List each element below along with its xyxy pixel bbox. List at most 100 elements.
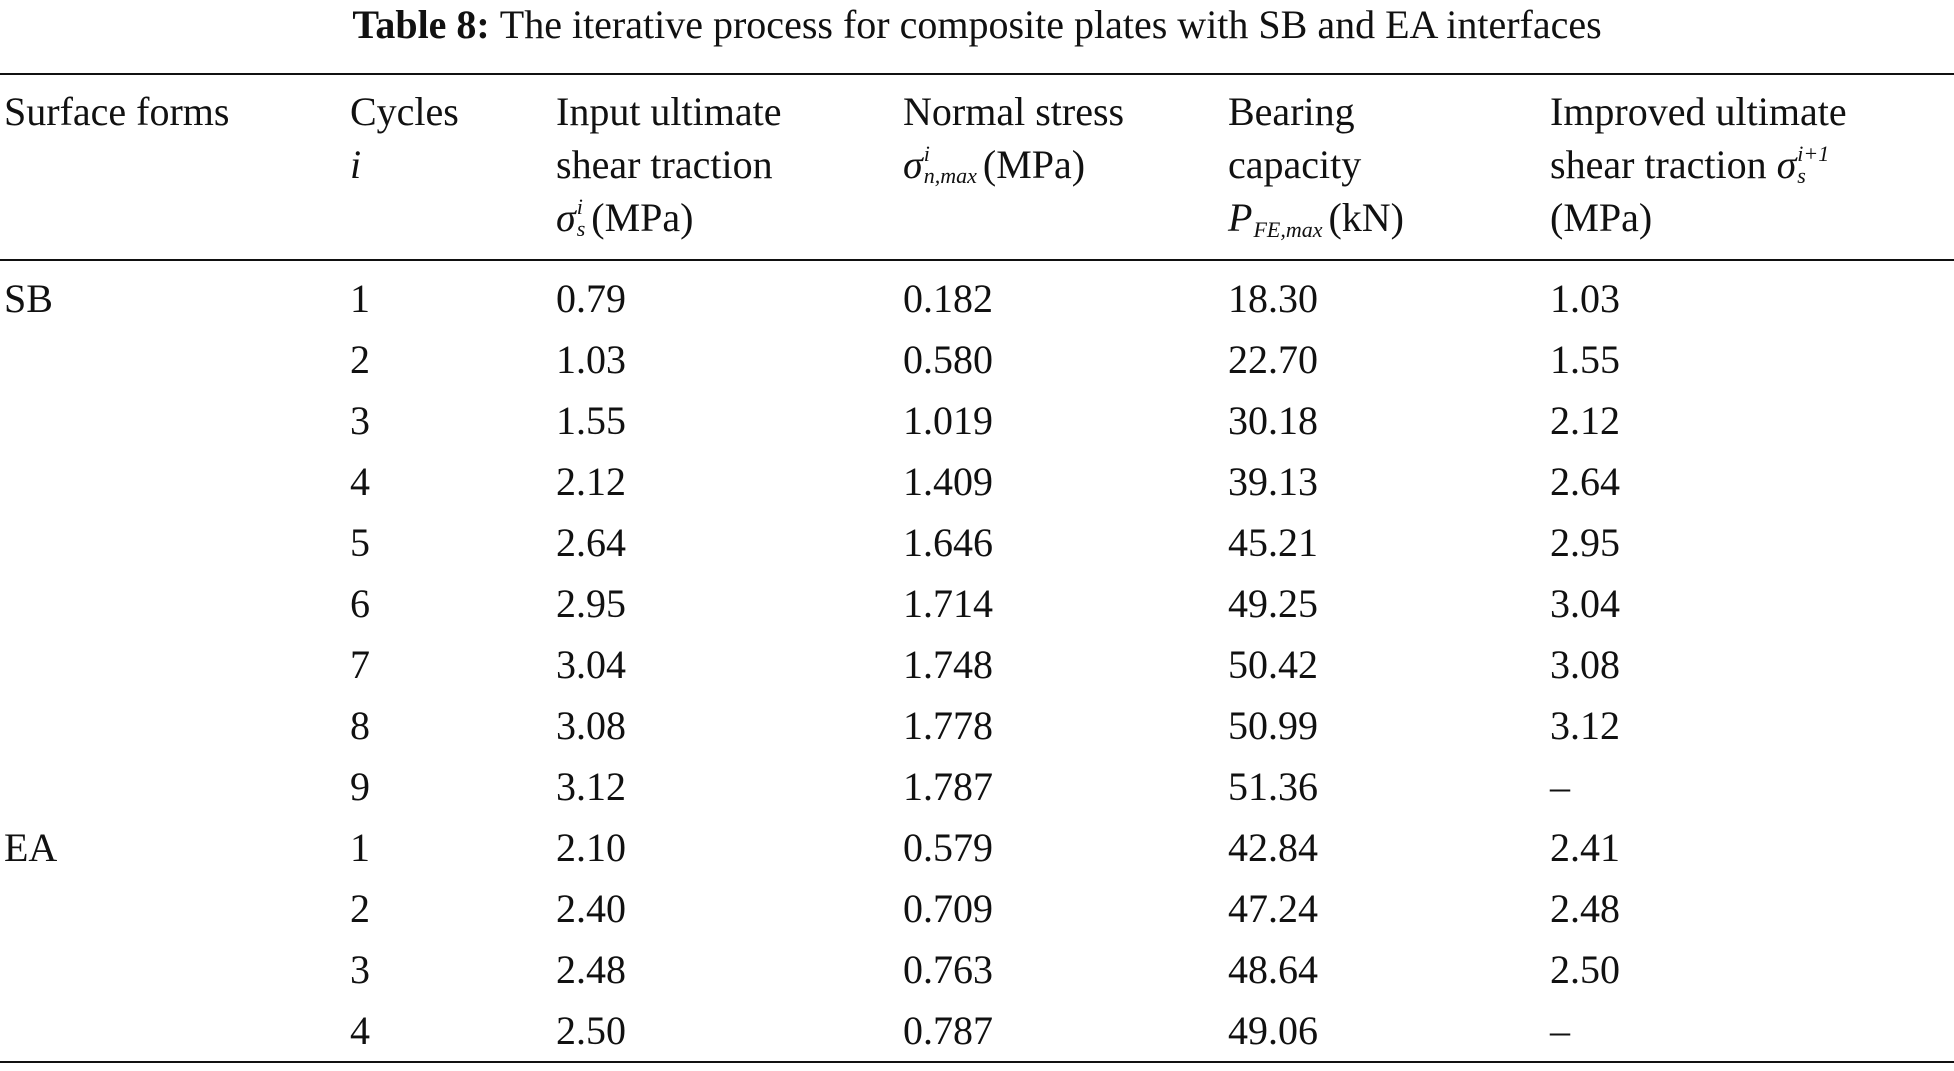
table-cell: 0.580 [903,337,993,382]
header-line: Improved ultimate [1550,89,1847,134]
table-cell: 1.787 [903,764,993,809]
table-cell: 8 [350,703,370,748]
table-cell: 48.64 [1228,947,1318,992]
table-row: 2 1.03 0.580 22.70 1.55 [0,329,1954,390]
header-cell: Surface forms [0,74,346,260]
group-cell [0,573,346,634]
table-cell: 39.13 [1228,459,1318,504]
superscript: i [923,140,930,166]
table-cell: 47.24 [1228,886,1318,931]
table-row: 3 1.55 1.019 30.18 2.12 [0,390,1954,451]
caption-text: The iterative process for composite plat… [499,2,1602,47]
table-cell: 3 [350,398,370,443]
table-cell: 2 [350,337,370,382]
table-cell: 2.64 [556,520,626,565]
header-text: shear traction [1550,142,1767,187]
group-cell [0,512,346,573]
table-cell: 7 [350,642,370,687]
script: i+1 s [1797,142,1829,188]
table-cell: 1.748 [903,642,993,687]
header-line: capacity [1228,142,1362,187]
table-row: 3 2.48 0.763 48.64 2.50 [0,939,1954,1000]
header-unit: (MPa) [591,195,694,240]
table-row: 9 3.12 1.787 51.36 – [0,756,1954,817]
table-cell: 2.40 [556,886,626,931]
table-cell: 4 [350,459,370,504]
subscript: s [1797,162,1806,188]
table-cell: 1.55 [1550,337,1620,382]
table-cell: 4 [350,1008,370,1053]
table-cell: 49.25 [1228,581,1318,626]
header-cell: Bearing capacity P FE,max (kN) [1224,74,1546,260]
header-line: σ i n,max (MPa) [903,138,1224,191]
table-row: 7 3.04 1.748 50.42 3.08 [0,634,1954,695]
table-cell: 42.84 [1228,825,1318,870]
table-row: SB 1 0.79 0.182 18.30 1.03 [0,260,1954,329]
header-unit: (MPa) [1550,195,1653,240]
table-cell: 6 [350,581,370,626]
table-row: 8 3.08 1.778 50.99 3.12 [0,695,1954,756]
table-cell: – [1550,1008,1570,1053]
header-symbol: i [350,142,362,187]
table-cell: – [1550,764,1570,809]
table-cell: 5 [350,520,370,565]
table-cell: 2.48 [1550,886,1620,931]
group-cell: EA [4,825,58,870]
superscript: i [576,193,583,219]
group-cell [0,451,346,512]
header-line: Bearing [1228,89,1355,134]
table-row: 4 2.50 0.787 49.06 – [0,1000,1954,1062]
table-cell: 1.409 [903,459,993,504]
table-cell: 1 [350,825,370,870]
table-cell: 1.646 [903,520,993,565]
table-cell: 18.30 [1228,276,1318,321]
table-cell: 0.79 [556,276,626,321]
caption: Table 8: The iterative process for compos… [0,0,1954,50]
header-line: shear traction [556,142,773,187]
header-line: σ i s (MPa) [556,191,899,244]
table-cell: 2.12 [556,459,626,504]
table-cell: 51.36 [1228,764,1318,809]
table-cell: 49.06 [1228,1008,1318,1053]
group-cell [0,390,346,451]
header-cell: Normal stress σ i n,max (MPa) [899,74,1224,260]
group-cell [0,329,346,390]
table-cell: 22.70 [1228,337,1318,382]
group-cell [0,695,346,756]
table-cell: 45.21 [1228,520,1318,565]
header-line: Normal stress [903,89,1125,134]
header-symbol: P [1228,195,1253,240]
table-cell: 2.64 [1550,459,1620,504]
header-symbol: σ [556,195,576,240]
table-cell: 2.50 [1550,947,1620,992]
table-cell: 3.04 [1550,581,1620,626]
table: Surface forms Cycles i Input ultimate shea… [0,73,1954,1063]
group-cell [0,756,346,817]
table-cell: 3.12 [556,764,626,809]
table-cell: 1.55 [556,398,626,443]
header-cell: Cycles i [346,74,552,260]
table-cell: 2.50 [556,1008,626,1053]
table-cell: 2.41 [1550,825,1620,870]
header-line: Surface forms [4,89,230,134]
table-cell: 2 [350,886,370,931]
script: FE,max [1253,216,1323,242]
table-cell: 1.778 [903,703,993,748]
table-cell: 2.95 [556,581,626,626]
subscript: FE,max [1253,216,1323,242]
caption-label: Table 8: [352,2,490,47]
table-cell: 1.03 [556,337,626,382]
table-cell: 1.03 [1550,276,1620,321]
table-cell: 1 [350,276,370,321]
subscript: s [576,215,586,241]
header-line: Input ultimate [556,89,782,134]
header-unit: (MPa) [982,142,1086,187]
header-cell: Improved ultimate shear traction σ i+1 s (MP… [1546,74,1954,260]
header-unit: (kN) [1328,195,1404,240]
table-cell: 0.787 [903,1008,993,1053]
table-cell: 2.48 [556,947,626,992]
table-cell: 50.99 [1228,703,1318,748]
table-cell: 0.763 [903,947,993,992]
header-line: Cycles [350,89,459,134]
